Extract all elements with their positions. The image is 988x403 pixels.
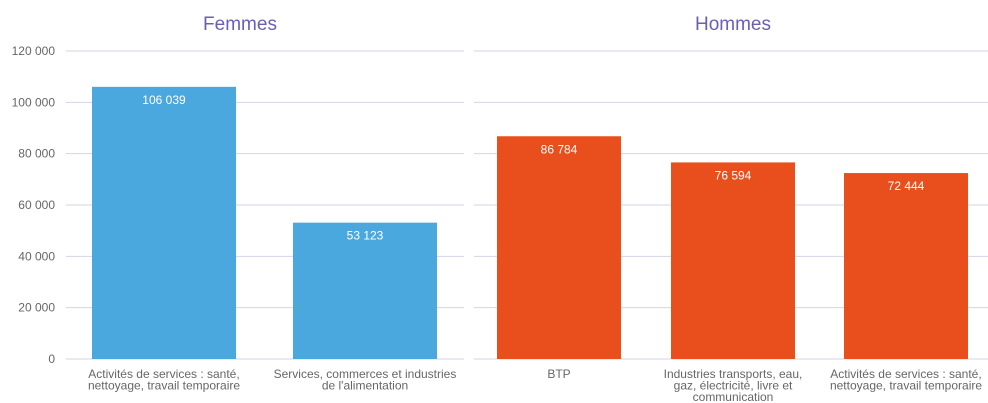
bar-value-label: 53 123 xyxy=(347,229,384,243)
bar-hommes xyxy=(497,136,621,359)
bar-hommes xyxy=(671,162,795,359)
y-tick-label: 120 000 xyxy=(12,44,56,58)
bar-value-label: 72 444 xyxy=(888,179,925,193)
y-tick-label: 20 000 xyxy=(18,301,55,315)
bars-hommes: 86 784 BTP 76 594 Industries transports, ea… xyxy=(497,136,982,403)
bars-femmes: 106 039 Activités de services : santé, net… xyxy=(88,86,457,393)
bar-femmes xyxy=(293,222,437,359)
x-category-label: Activités de services : santé, nettoyage,… xyxy=(830,367,982,393)
x-category-label: Industries transports, eau, gaz, électric… xyxy=(664,367,803,403)
bar-value-label: 86 784 xyxy=(541,142,578,156)
panel-title-hommes: Hommes xyxy=(695,14,771,35)
x-category-label: Activités de services : santé, nettoyage,… xyxy=(88,367,240,393)
bar-femmes xyxy=(92,86,236,359)
panel-title-femmes: Femmes xyxy=(203,14,277,35)
y-tick-label: 0 xyxy=(48,352,55,366)
x-category-label: Services, commerces et industries de l'al… xyxy=(274,367,457,393)
bar-hommes xyxy=(844,173,968,359)
bar-value-label: 106 039 xyxy=(142,93,186,107)
y-tick-label: 60 000 xyxy=(18,198,55,212)
y-tick-label: 80 000 xyxy=(18,147,55,161)
y-tick-label: 40 000 xyxy=(18,249,55,263)
y-tick-label: 100 000 xyxy=(12,95,56,109)
x-category-label: BTP xyxy=(547,367,570,381)
bar-value-label: 76 594 xyxy=(715,168,752,182)
y-axis-ticks: 0 20 000 40 000 60 000 80 000 100 000 120 000 xyxy=(12,44,56,366)
